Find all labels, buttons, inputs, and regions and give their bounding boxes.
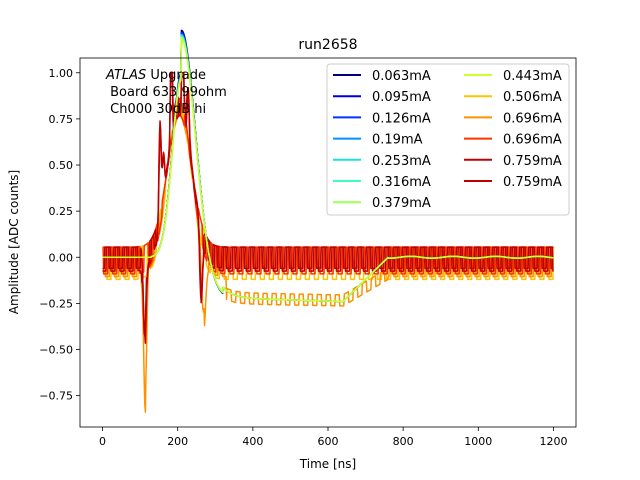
- x-tick-label: 200: [167, 435, 188, 448]
- y-axis-ticks: −0.75 −0.50 −0.25 0.00 0.25 0.50 0.75 1.00: [39, 67, 80, 403]
- legend-box: [326, 63, 570, 216]
- annotation-line-1: ATLAS Upgrade: [105, 68, 206, 83]
- x-tick-label: 0: [99, 435, 106, 448]
- legend-label: 0.379mA: [372, 196, 431, 211]
- y-tick-label: 0.75: [49, 113, 74, 126]
- y-axis-label: Amplitude [ADC counts]: [7, 170, 21, 314]
- legend-label: 0.095mA: [372, 90, 431, 105]
- y-tick-label: −0.25: [39, 297, 73, 310]
- x-tick-label: 1000: [464, 435, 492, 448]
- y-tick-label: 0.25: [49, 205, 74, 218]
- annotation-line-3: Ch000 30dB hi: [106, 102, 206, 117]
- y-tick-label: 1.00: [49, 67, 74, 80]
- legend-label: 0.696mA: [503, 133, 562, 148]
- legend-label: 0.253mA: [372, 154, 431, 169]
- legend-label: 0.506mA: [503, 90, 562, 105]
- x-axis-ticks: 0 200 400 600 800 1000 1200: [99, 427, 567, 448]
- legend-label: 0.19mA: [372, 133, 423, 148]
- legend-label: 0.316mA: [372, 175, 431, 190]
- series-line: [102, 38, 554, 303]
- legend-label: 0.443mA: [503, 69, 562, 84]
- y-tick-label: 0.00: [49, 251, 74, 264]
- annotation-upgrade: Upgrade: [146, 68, 206, 83]
- legend-label: 0.696mA: [503, 111, 562, 126]
- legend-label: 0.759mA: [503, 175, 562, 190]
- x-tick-label: 1200: [539, 435, 567, 448]
- chart-title: run2658: [298, 37, 357, 53]
- x-tick-label: 400: [242, 435, 263, 448]
- x-axis-label: Time [ns]: [299, 457, 356, 471]
- x-tick-label: 800: [393, 435, 414, 448]
- series-line: [102, 72, 554, 344]
- legend-label: 0.063mA: [372, 69, 431, 84]
- y-tick-label: −0.75: [39, 390, 73, 403]
- series-layer: [102, 29, 555, 413]
- legend-label: 0.759mA: [503, 154, 562, 169]
- annotation-atlas: ATLAS: [105, 68, 146, 83]
- annotation-line-2: Board 633 99ohm: [106, 85, 227, 100]
- legend-label: 0.126mA: [372, 111, 431, 126]
- y-tick-label: −0.50: [39, 344, 73, 357]
- legend: 0.063mA 0.095mA 0.126mA 0.19mA 0.253mA 0.316m…: [326, 63, 570, 216]
- y-tick-label: 0.50: [49, 159, 74, 172]
- x-tick-label: 600: [318, 435, 339, 448]
